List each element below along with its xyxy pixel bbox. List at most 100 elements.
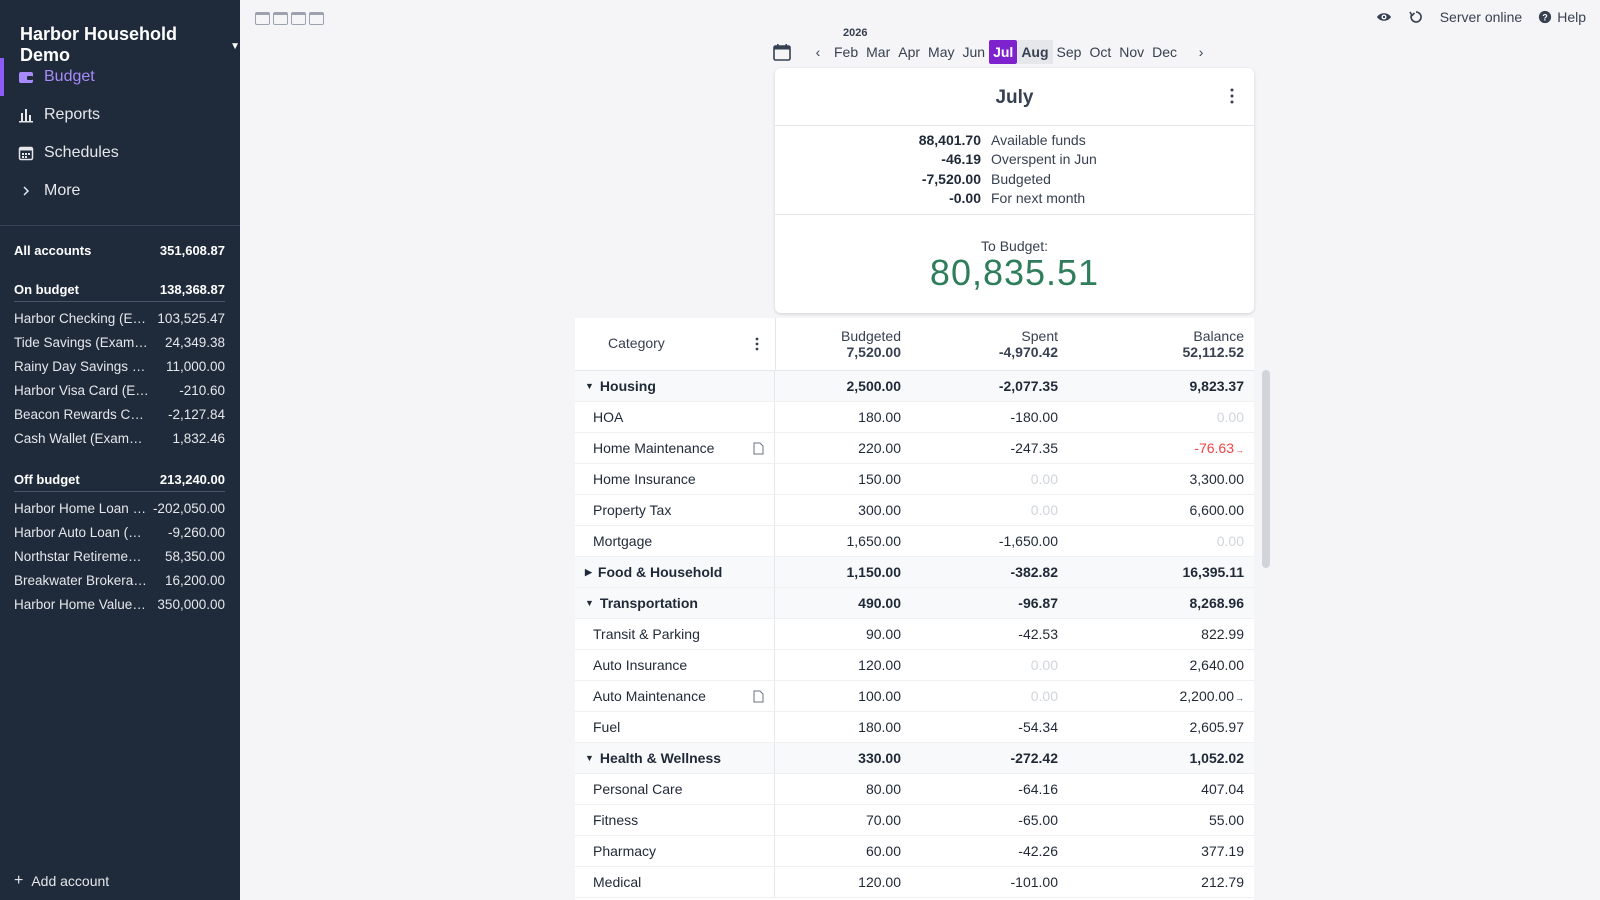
calendar-icon[interactable] <box>273 12 288 25</box>
balance-cell[interactable]: 9,823.37 <box>1190 378 1245 394</box>
budgeted-cell[interactable]: 300.00 <box>858 502 901 518</box>
category-row[interactable]: Fuel 180.00 -54.34 2,605.97 <box>575 712 1254 743</box>
budgeted-cell[interactable]: 1,650.00 <box>846 533 902 549</box>
category-name-cell[interactable]: Personal Care <box>575 774 775 804</box>
account-row[interactable]: Beacon Rewards Card (Example) -2,127.84 <box>14 402 225 426</box>
category-name-cell[interactable]: Home Insurance <box>575 464 775 494</box>
spent-cell[interactable]: -1,650.00 <box>998 533 1058 549</box>
category-row[interactable]: Medical 120.00 -101.00 212.79 <box>575 867 1254 898</box>
note-icon[interactable] <box>753 442 764 455</box>
prev-month-button[interactable]: ‹ <box>815 44 821 60</box>
spent-cell[interactable]: -382.82 <box>1010 564 1058 580</box>
category-row[interactable]: Home Insurance 150.00 0.00 3,300.00 <box>575 464 1254 495</box>
caret-down-icon[interactable]: ▼ <box>585 381 594 391</box>
account-row[interactable]: Harbor Home Loan (Example)-202,050.00 <box>14 496 225 520</box>
budgeted-cell[interactable]: 330.00 <box>858 750 901 766</box>
spent-cell[interactable]: 0.00 <box>1030 502 1058 518</box>
sync-icon[interactable] <box>1408 9 1424 25</box>
calendar-icon[interactable] <box>291 12 306 25</box>
category-name-cell[interactable]: Auto Insurance <box>575 650 775 680</box>
spent-cell[interactable]: 0.00 <box>1030 471 1058 487</box>
balance-cell[interactable]: 0.00 <box>1217 533 1244 549</box>
eye-icon[interactable] <box>1376 9 1392 25</box>
caret-right-icon[interactable]: ▶ <box>585 566 592 577</box>
add-account-button[interactable]: + Add account <box>14 872 109 890</box>
all-accounts[interactable]: All accounts 351,608.87 <box>14 243 225 262</box>
spent-cell[interactable]: -2,077.35 <box>998 378 1058 394</box>
category-name-cell[interactable]: ▼ Health & Wellness <box>575 743 775 773</box>
category-name-cell[interactable]: Property Tax <box>575 495 775 525</box>
sidebar-item-budget[interactable]: Budget <box>0 58 240 96</box>
to-budget-amount[interactable]: 80,835.51 <box>929 252 1100 293</box>
sidebar-item-more[interactable]: More <box>0 172 240 210</box>
category-name-cell[interactable]: Fuel <box>575 712 775 742</box>
category-group-row[interactable]: ▶ Food & Household 1,150.00 -382.82 16,395.1… <box>575 557 1254 588</box>
balance-cell[interactable]: 6,600.00 <box>1190 502 1245 518</box>
caret-down-icon[interactable]: ▼ <box>585 753 594 763</box>
budgeted-cell[interactable]: 490.00 <box>858 595 901 611</box>
spent-cell[interactable]: -54.34 <box>1018 719 1058 735</box>
calendar-icon[interactable] <box>772 42 792 62</box>
off-budget-header[interactable]: Off budget 213,240.00 <box>14 472 225 492</box>
month-oct[interactable]: Oct <box>1089 44 1112 60</box>
calendar-icon[interactable] <box>255 12 270 25</box>
balance-cell[interactable]: 2,640.00 <box>1190 657 1245 673</box>
category-row[interactable]: Mortgage 1,650.00 -1,650.00 0.00 <box>575 526 1254 557</box>
calendar-icon[interactable] <box>309 12 324 25</box>
month-nov[interactable]: Nov <box>1119 44 1145 60</box>
more-options-icon[interactable] <box>1230 88 1234 104</box>
on-budget-header[interactable]: On budget 138,368.87 <box>14 282 225 302</box>
month-sep[interactable]: Sep <box>1056 44 1082 60</box>
category-group-row[interactable]: ▼ Housing 2,500.00 -2,077.35 9,823.37 <box>575 371 1254 402</box>
spent-cell[interactable]: -42.26 <box>1018 843 1058 859</box>
server-status[interactable]: Server online <box>1439 9 1523 25</box>
more-options-icon[interactable] <box>755 337 759 351</box>
balance-cell[interactable]: 3,300.00 <box>1190 471 1245 487</box>
category-name-cell[interactable]: Pharmacy <box>575 836 775 866</box>
account-row[interactable]: Cash Wallet (Example) 1,832.46 <box>14 426 225 450</box>
category-name-cell[interactable]: ▼ Transportation <box>575 588 775 618</box>
category-group-row[interactable]: ▼ Health & Wellness 330.00 -272.42 1,052.02 <box>575 743 1254 774</box>
caret-down-icon[interactable]: ▼ <box>585 598 594 608</box>
category-name-cell[interactable]: ▶ Food & Household <box>575 557 775 587</box>
month-dec[interactable]: Dec <box>1152 44 1178 60</box>
spent-cell[interactable]: -272.42 <box>1010 750 1058 766</box>
budgeted-cell[interactable]: 120.00 <box>858 657 901 673</box>
category-row[interactable]: Auto Maintenance 100.00 0.00 2,200.00→ <box>575 681 1254 712</box>
account-row[interactable]: Harbor Auto Loan (Example) -9,260.00 <box>14 520 225 544</box>
spent-cell[interactable]: -42.53 <box>1018 626 1058 642</box>
month-jul[interactable]: Jul <box>989 40 1018 64</box>
spent-cell[interactable]: -101.00 <box>1010 874 1058 890</box>
month-feb[interactable]: Feb <box>834 44 859 60</box>
next-month-button[interactable]: › <box>1198 44 1204 60</box>
budgeted-cell[interactable]: 220.00 <box>858 440 901 456</box>
budgeted-cell[interactable]: 180.00 <box>858 719 901 735</box>
budgeted-cell[interactable]: 80.00 <box>865 781 901 797</box>
spent-cell[interactable]: 0.00 <box>1030 657 1058 673</box>
spent-cell[interactable]: -180.00 <box>1010 409 1058 425</box>
balance-cell[interactable]: 377.19 <box>1201 843 1244 859</box>
category-name-cell[interactable]: Home Maintenance <box>575 433 775 463</box>
scrollbar[interactable] <box>1262 370 1270 568</box>
sidebar-item-reports[interactable]: Reports <box>0 96 240 134</box>
account-row[interactable]: Rainy Day Savings (Example) 11,000.00 <box>14 354 225 378</box>
balance-cell[interactable]: 2,200.00→ <box>1180 688 1245 704</box>
budgeted-cell[interactable]: 120.00 <box>858 874 901 890</box>
budget-switcher[interactable]: Harbor Household Demo ▼ <box>20 24 240 66</box>
month-apr[interactable]: Apr <box>898 44 921 60</box>
budgeted-cell[interactable]: 180.00 <box>858 409 901 425</box>
spent-cell[interactable]: -64.16 <box>1018 781 1058 797</box>
category-row[interactable]: Auto Insurance 120.00 0.00 2,640.00 <box>575 650 1254 681</box>
month-mar[interactable]: Mar <box>866 44 891 60</box>
sidebar-item-schedules[interactable]: Schedules <box>0 134 240 172</box>
balance-cell[interactable]: 16,395.11 <box>1182 564 1244 580</box>
category-row[interactable]: Transit & Parking 90.00 -42.53 822.99 <box>575 619 1254 650</box>
budgeted-cell[interactable]: 70.00 <box>865 812 901 828</box>
note-icon[interactable] <box>753 690 764 703</box>
month-may[interactable]: May <box>928 44 955 60</box>
account-row[interactable]: Harbor Checking (Example) 103,525.47 <box>14 306 225 330</box>
category-name-cell[interactable]: Transit & Parking <box>575 619 775 649</box>
category-name-cell[interactable]: Medical <box>575 867 775 897</box>
balance-cell[interactable]: 822.99 <box>1201 626 1244 642</box>
balance-cell[interactable]: 8,268.96 <box>1190 595 1245 611</box>
